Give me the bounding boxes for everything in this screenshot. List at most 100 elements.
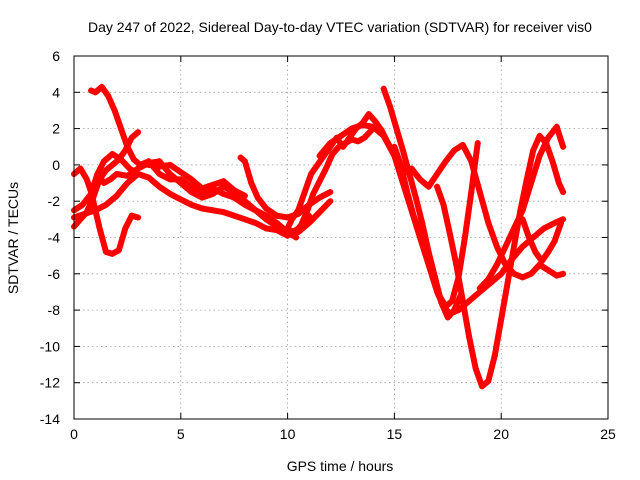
data-point: [167, 171, 174, 177]
data-point: [479, 383, 485, 390]
data-point: [156, 158, 163, 165]
data-point: [103, 249, 109, 255]
data-point: [145, 161, 152, 168]
data-point: [111, 107, 118, 114]
data-point: [105, 92, 112, 99]
data-point: [459, 298, 466, 304]
x-tick-label: 5: [177, 426, 185, 442]
data-point: [167, 161, 174, 168]
data-point: [156, 163, 163, 170]
data-point: [348, 125, 355, 132]
data-point: [118, 156, 124, 163]
data-point: [220, 190, 227, 197]
data-point: [338, 132, 344, 139]
data-point: [442, 158, 449, 165]
x-tick-label: 25: [600, 426, 616, 442]
data-point: [81, 210, 88, 217]
data-point: [436, 292, 443, 299]
data-point: [335, 143, 342, 150]
data-point: [408, 165, 415, 172]
data-point: [88, 87, 95, 94]
x-tick-label: 0: [70, 426, 78, 442]
data-point: [145, 174, 152, 181]
data-point: [519, 243, 526, 250]
data-point: [365, 111, 372, 118]
data-point: [348, 136, 355, 143]
data-point: [113, 192, 120, 199]
data-point: [434, 171, 441, 177]
data-point: [103, 201, 109, 208]
data-point: [511, 225, 517, 232]
data-point: [241, 216, 248, 223]
data-point: [100, 158, 107, 165]
data-point: [103, 167, 109, 174]
data-point: [545, 249, 552, 255]
data-point: [551, 220, 558, 226]
data-point: [156, 171, 163, 177]
data-point: [284, 232, 291, 239]
data-point: [188, 201, 195, 208]
data-point: [124, 172, 131, 179]
data-point: [177, 196, 184, 203]
data-point: [444, 314, 451, 321]
data-point: [449, 298, 456, 304]
data-point: [549, 158, 556, 165]
data-series-7: [145, 161, 248, 199]
data-point: [241, 198, 248, 205]
data-point: [502, 261, 509, 268]
data-point: [303, 209, 310, 216]
data-point: [128, 134, 135, 141]
data-point: [109, 151, 116, 157]
data-point: [519, 216, 526, 223]
data-point: [380, 132, 387, 139]
data-point: [220, 209, 227, 216]
data-point: [425, 183, 432, 190]
data-point: [466, 298, 473, 304]
data-point: [434, 183, 441, 190]
data-point: [231, 187, 238, 194]
data-point: [79, 201, 86, 208]
data-point: [491, 352, 498, 359]
data-point: [329, 151, 336, 157]
data-point: [412, 194, 419, 201]
y-tick-label: 2: [52, 121, 60, 137]
data-series-14: [408, 141, 567, 281]
data-point: [327, 198, 334, 205]
data-point: [96, 225, 103, 232]
data-point: [316, 178, 323, 185]
data-point: [122, 225, 129, 232]
data-point: [273, 220, 280, 226]
data-point: [100, 180, 107, 186]
data-point: [188, 189, 195, 196]
y-tick-label: -10: [40, 338, 60, 354]
data-point: [528, 180, 535, 186]
data-point: [536, 152, 543, 159]
data-point: [511, 243, 517, 250]
data-point: [406, 171, 413, 177]
data-point: [156, 183, 163, 190]
data-point: [263, 205, 270, 212]
x-tick-label: 10: [280, 426, 296, 442]
data-point: [288, 216, 295, 223]
data-point: [440, 201, 447, 208]
data-point: [199, 205, 206, 212]
chart-title: Day 247 of 2022, Sidereal Day-to-day VTE…: [88, 19, 592, 35]
data-point: [301, 189, 308, 196]
data-point: [498, 270, 505, 277]
data-point: [291, 232, 297, 239]
y-tick-label: -14: [40, 411, 60, 427]
data-point: [530, 147, 537, 154]
data-point: [468, 158, 475, 165]
data-point: [453, 261, 460, 268]
y-tick-label: -4: [48, 230, 61, 246]
data-point: [560, 270, 567, 277]
data-point: [391, 143, 398, 150]
data-point: [199, 194, 206, 201]
data-point: [135, 129, 142, 136]
data-point: [397, 161, 404, 168]
data-point: [310, 190, 317, 197]
data-point: [188, 176, 195, 183]
data-point: [167, 190, 174, 197]
data-point: [459, 141, 466, 148]
data-point: [372, 118, 379, 125]
